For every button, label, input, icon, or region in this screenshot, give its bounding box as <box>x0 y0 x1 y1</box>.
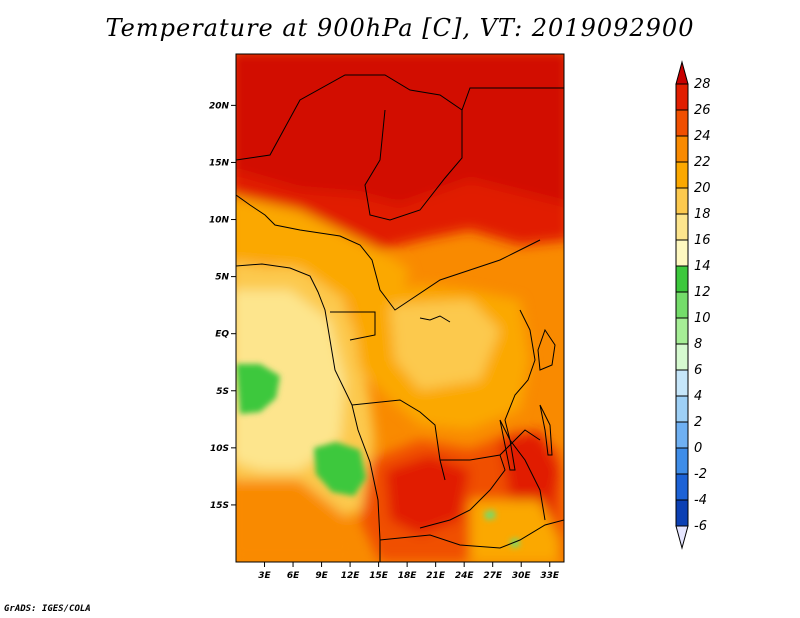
colorbar-label: -4 <box>694 493 707 508</box>
coast-west <box>236 263 353 406</box>
colorbar-box <box>675 499 689 527</box>
border-south <box>379 519 564 549</box>
colorbar-label: 4 <box>694 389 702 404</box>
colorbar-label: -2 <box>694 467 707 482</box>
x-tick-label: 9E <box>315 571 328 581</box>
colorbar-label: 10 <box>694 311 711 326</box>
colorbar-label: 6 <box>694 363 702 378</box>
border-equatorial-guinea <box>330 311 376 341</box>
colorbar-label: 22 <box>694 155 711 170</box>
colorbar-box <box>675 343 689 371</box>
y-axis: 20N 15N 10N 5N EQ 5S 10S 15S <box>209 101 236 511</box>
y-tick-label: 10S <box>210 444 229 454</box>
x-tick-label: 3E <box>258 571 271 581</box>
x-tick-label: 33E <box>540 571 560 581</box>
colorbar-box <box>675 369 689 397</box>
y-tick-label: 15S <box>210 501 229 511</box>
y-tick-label: 10N <box>209 216 230 226</box>
colorbar-box <box>675 83 689 111</box>
colorbar-box <box>675 161 689 189</box>
colorbar-label: 12 <box>694 285 711 300</box>
x-tick-label: 12E <box>341 571 361 581</box>
field-sahel-28 <box>236 54 564 205</box>
colorbar-box <box>675 447 689 475</box>
colorbar-label: 16 <box>694 233 711 248</box>
credit-text: GrADS: IGES/COLA <box>4 604 91 614</box>
colorbar-box <box>675 239 689 267</box>
border-egypt-sudan <box>461 87 564 111</box>
colorbar-over-triangle <box>675 60 689 85</box>
plot-frame <box>235 53 565 563</box>
border-sahel <box>236 74 463 221</box>
field-gulf-20 <box>236 196 410 305</box>
colorbar-label: 8 <box>694 337 702 352</box>
colorbar-box <box>675 317 689 345</box>
field-congo-18 <box>390 300 500 390</box>
chart-title: Temperature at 900hPa [C], VT: 201909290… <box>105 14 695 42</box>
colorbar-label: 18 <box>694 207 711 222</box>
lake-malawi <box>539 404 553 456</box>
lake-victoria <box>537 328 556 371</box>
y-tick-label: 15N <box>209 158 230 168</box>
border-zambia-south <box>419 454 506 529</box>
colorbar-label: 20 <box>694 181 711 196</box>
y-tick-label: 5S <box>216 387 229 397</box>
colorbar-under-triangle <box>675 525 689 550</box>
field-sw-22 <box>236 480 360 562</box>
x-tick-label: 24E <box>455 571 475 581</box>
colorbar-label: 0 <box>694 441 702 456</box>
field-cool-patch-2 <box>314 442 366 496</box>
x-tick-label: 6E <box>287 571 300 581</box>
y-tick-label: 20N <box>209 101 230 111</box>
y-tick-label: EQ <box>215 330 229 340</box>
field-zambia-26 <box>500 430 560 520</box>
colorbar-box <box>675 135 689 163</box>
field-atlantic-16 <box>236 290 345 470</box>
colorbar-box <box>675 395 689 423</box>
field-cool-patch-3 <box>484 510 496 520</box>
colorbar-label: 24 <box>694 129 711 144</box>
x-axis: 3E 6E 9E 12E 15E 18E 21E 24E 27E 30E 33E <box>258 562 560 581</box>
x-tick-label: 21E <box>426 571 446 581</box>
colorbar-box <box>675 213 689 241</box>
border-angola-drc <box>351 399 446 481</box>
colorbar-box <box>675 265 689 293</box>
colorbar-label: 2 <box>694 415 702 430</box>
y-tick-label: 5N <box>215 273 229 283</box>
x-tick-label: 27E <box>483 571 503 581</box>
border-zambia <box>440 429 541 461</box>
colorbar-box <box>675 187 689 215</box>
x-tick-label: 30E <box>512 571 532 581</box>
x-tick-label: 15E <box>369 571 389 581</box>
temperature-field <box>236 54 564 562</box>
colorbar-box <box>675 473 689 501</box>
colorbar-label: 14 <box>694 259 711 274</box>
colorbar-box <box>675 291 689 319</box>
field-cool-patch-1 <box>236 364 280 414</box>
great-lakes-line <box>504 309 546 521</box>
river-congo <box>419 315 451 323</box>
colorbar-label: 26 <box>694 103 711 118</box>
country-borders <box>236 74 564 562</box>
x-tick-label: 18E <box>398 571 418 581</box>
coast-southwest <box>351 404 381 562</box>
border-central-1 <box>236 194 541 311</box>
colorbar-box <box>675 109 689 137</box>
field-kalahari-26 <box>385 455 470 535</box>
lake-tanganyika <box>499 419 516 471</box>
colorbar-label: 28 <box>694 77 711 92</box>
colorbar-label: -6 <box>694 519 707 534</box>
colorbar-box <box>675 421 689 449</box>
